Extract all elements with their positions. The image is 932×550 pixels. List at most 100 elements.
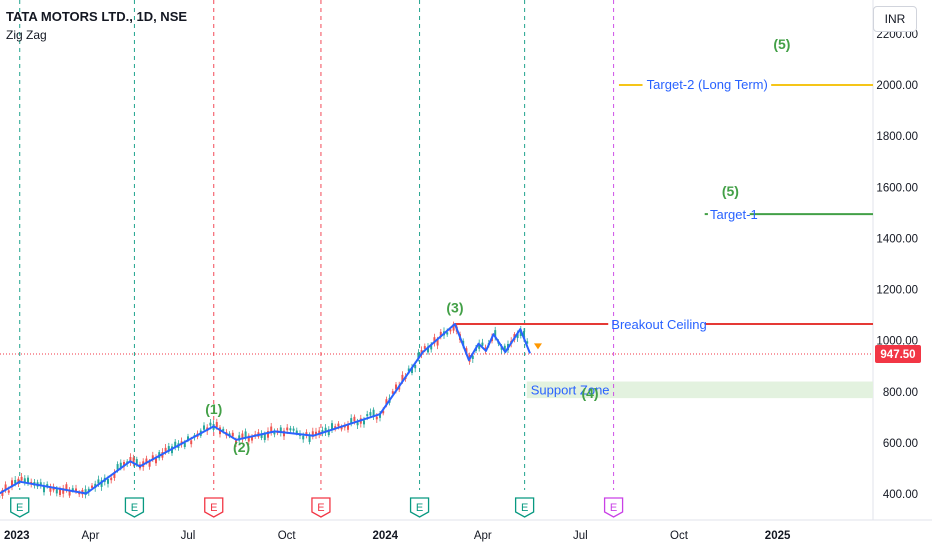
candle-body (1, 490, 4, 496)
candle-body (187, 436, 189, 441)
candle-body (292, 428, 295, 431)
candle-body (363, 420, 365, 425)
candle-body (116, 464, 119, 470)
candle-body (484, 347, 487, 351)
earnings-badge-label: E (131, 502, 138, 514)
candle-body (113, 472, 116, 478)
candle-body (353, 416, 356, 422)
candle-body (244, 431, 247, 438)
wave-label: (3) (446, 300, 463, 316)
candle-body (427, 346, 429, 353)
candle-body (305, 432, 308, 435)
candle-body (379, 413, 381, 418)
wave-label: (2) (233, 439, 250, 455)
candle-body (436, 339, 439, 346)
earnings-badge[interactable]: E (514, 497, 535, 518)
earnings-badge-label: E (610, 502, 617, 514)
candle-body (215, 422, 218, 428)
candle-body (71, 488, 74, 491)
candle-body (222, 428, 225, 431)
candle-body (411, 367, 413, 374)
candle-body (55, 489, 58, 494)
candle-body (321, 430, 324, 434)
candle-body (334, 426, 337, 429)
last-price-value: 947.50 (880, 349, 915, 361)
y-tick-label: 1600.00 (876, 182, 918, 194)
y-tick-label: 800.00 (883, 387, 918, 399)
earnings-badge[interactable]: E (311, 497, 331, 518)
wave-label: (5) (722, 183, 739, 199)
zigzag-line (0, 323, 531, 495)
earnings-badge-label: E (521, 502, 528, 514)
candle-body (279, 427, 282, 433)
earnings-badge[interactable]: E (204, 497, 224, 518)
y-tick-label: 1800.00 (876, 131, 918, 143)
earnings-badge-label: E (210, 502, 217, 514)
earnings-badge-shape (311, 497, 331, 518)
candle-body (129, 457, 132, 463)
candle-body (267, 431, 269, 438)
x-tick-label: 2025 (765, 530, 791, 542)
earnings-badge-label: E (317, 502, 324, 514)
candle-body (331, 423, 333, 431)
candle-body (145, 458, 148, 463)
candle-body (91, 485, 93, 488)
candle-body (231, 432, 234, 437)
x-tick-label: Apr (82, 530, 100, 542)
candle-body (382, 410, 385, 414)
earnings-badge[interactable]: E (409, 497, 430, 518)
y-tick-label: 1400.00 (876, 233, 918, 245)
candle-body (11, 480, 13, 488)
earnings-badge[interactable]: E (10, 497, 30, 518)
earnings-badge-shape (10, 497, 30, 518)
candle-body (423, 346, 426, 349)
symbol-title[interactable]: TATA MOTORS LTD., 1D, NSE (6, 9, 188, 24)
earnings-badge[interactable]: E (124, 497, 145, 518)
candle-body (295, 430, 298, 434)
candle-body (39, 482, 42, 485)
candle-body (46, 484, 49, 487)
candle-body (516, 333, 519, 339)
earnings-badge-shape (603, 497, 624, 518)
target-2-label: Target-2 (Long Term) (647, 77, 768, 92)
candle-body (107, 479, 109, 484)
candle-body (318, 430, 321, 435)
earnings-badge[interactable]: E (603, 497, 624, 518)
candle-body (251, 436, 253, 441)
wave-label: (1) (205, 401, 222, 417)
candle-body (417, 352, 420, 360)
candle-body (151, 455, 154, 460)
candle-body (385, 399, 388, 405)
x-tick-label: Jul (573, 530, 588, 542)
target-1-label: Target-1 (710, 207, 758, 222)
candle-body (414, 364, 417, 369)
candle-body (523, 331, 525, 338)
candle-body (327, 429, 330, 436)
candle-body (209, 422, 212, 426)
candle-body (481, 342, 484, 346)
candle-body (123, 461, 125, 467)
last-price-badge-bg (875, 345, 921, 364)
x-tick-label: 2024 (372, 530, 398, 542)
signal-marker (533, 343, 542, 350)
candle-body (97, 479, 100, 484)
candle-body (449, 329, 452, 332)
y-tick-label: 600.00 (883, 438, 918, 450)
candle-body (174, 441, 177, 447)
candles (0, 321, 529, 499)
candle-body (59, 489, 61, 496)
y-tick-label: 400.00 (883, 489, 918, 501)
earnings-badge-label: E (416, 502, 423, 514)
candle-body (446, 332, 449, 335)
candle-body (49, 486, 52, 492)
y-tick-label: 2000.00 (876, 80, 918, 92)
indicator-label[interactable]: Zig Zag (6, 28, 47, 42)
currency-button[interactable]: INR (873, 6, 917, 32)
candle-body (478, 343, 481, 349)
candle-body (372, 409, 375, 417)
candle-body (286, 427, 289, 431)
candle-body (270, 426, 273, 433)
candle-body (75, 488, 77, 492)
